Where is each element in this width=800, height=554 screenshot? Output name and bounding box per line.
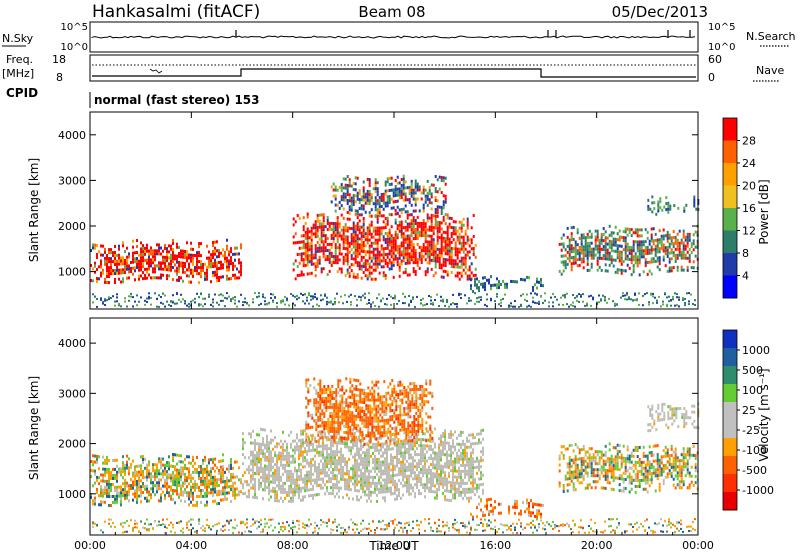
- colorbar-tick-label: 24: [742, 157, 756, 170]
- y-tick-label: 3000: [58, 174, 86, 187]
- nsearch-tick-high: 10^5: [708, 22, 735, 33]
- velocity-panel: [89, 317, 700, 536]
- power-y-axis: 1000 2000 3000 4000: [58, 129, 698, 279]
- power-ylabel: Slant Range [km]: [27, 158, 41, 262]
- colorbar-tick-label: 8: [742, 247, 749, 260]
- freq-tick-high: 18: [52, 53, 66, 66]
- y-tick-label: 1000: [58, 266, 86, 279]
- x-tick-label: 04:00: [175, 539, 207, 552]
- freq-panel: [89, 54, 699, 82]
- x-tick-label: 08:00: [277, 539, 309, 552]
- freq-unit: [MHz]: [2, 67, 34, 80]
- power-colorbar-label: Power [dB]: [757, 179, 771, 244]
- time-axis: 00:00 04:00 08:00 12:00 16:00 20:00 00:00: [74, 112, 714, 552]
- velocity-colorbar-label: Velocity [m s⁻¹]: [757, 368, 771, 461]
- cpid-label: CPID: [6, 86, 38, 100]
- y-tick-label: 2000: [58, 438, 86, 451]
- nsearch-tick-low: 10^0: [708, 42, 735, 53]
- nave-tick-high: 60: [708, 53, 722, 66]
- colorbar-tick-label: 4: [742, 270, 749, 283]
- x-tick-label: 12:00: [378, 539, 410, 552]
- nsky-trace: [91, 35, 696, 39]
- y-tick-label: 4000: [58, 129, 86, 142]
- x-tick-label: 20:00: [581, 539, 613, 552]
- freq-trace: [92, 68, 696, 78]
- y-tick-label: 1000: [58, 488, 86, 501]
- y-tick-label: 2000: [58, 220, 86, 233]
- colorbar-tick-label: 1000: [742, 344, 770, 357]
- y-tick-label: 4000: [58, 337, 86, 350]
- velocity-y-axis: 1000 2000 3000 4000: [58, 337, 698, 501]
- nsky-label: N.Sky: [2, 32, 34, 45]
- colorbar-tick-label: 20: [742, 180, 756, 193]
- colorbar-tick-label: -25: [742, 424, 760, 437]
- colorbar-tick-label: 25: [742, 404, 756, 417]
- colorbar-tick-label: 12: [742, 225, 756, 238]
- velocity-ylabel: Slant Range [km]: [27, 376, 41, 480]
- nave-label: Nave: [756, 64, 784, 77]
- power-colorbar: 28 24 20 16 12 8 4: [722, 117, 756, 299]
- nsearch-label: N.Search: [746, 30, 796, 43]
- nsky-tick-low: 10^0: [61, 42, 88, 53]
- freq-label: Freq.: [6, 53, 33, 66]
- velocity-scatter: [90, 377, 700, 534]
- x-tick-label: 00:00: [74, 539, 106, 552]
- station-title: Hankasalmi (fitACF): [92, 2, 260, 22]
- colorbar-tick-label: 28: [742, 135, 756, 148]
- x-tick-label: 00:00: [682, 539, 714, 552]
- colorbar-tick-label: -1000: [742, 484, 774, 497]
- colorbar-tick-label: 100: [742, 384, 763, 397]
- x-axis-label: Time UT: [368, 539, 419, 553]
- x-tick-label: 16:00: [479, 539, 511, 552]
- power-panel: [89, 111, 700, 310]
- velocity-colorbar: 1000 500 100 25 -25 -100 -500 -1000: [722, 329, 774, 511]
- colorbar-tick-label: 500: [742, 364, 763, 377]
- colorbar-tick-label: 16: [742, 202, 756, 215]
- beam-title: Beam 08: [358, 3, 425, 21]
- colorbar-tick-label: -500: [742, 464, 767, 477]
- cpid-value: normal (fast stereo) 153: [94, 93, 260, 107]
- nave-tick-low: 0: [708, 71, 715, 84]
- colorbar-tick-label: -100: [742, 444, 767, 457]
- power-scatter: [90, 174, 700, 308]
- y-tick-label: 3000: [58, 387, 86, 400]
- date-title: 05/Dec/2013: [612, 3, 708, 21]
- nsky-tick-high: 10^5: [61, 22, 88, 33]
- nsky-panel: [89, 21, 699, 53]
- freq-tick-low: 8: [56, 71, 63, 84]
